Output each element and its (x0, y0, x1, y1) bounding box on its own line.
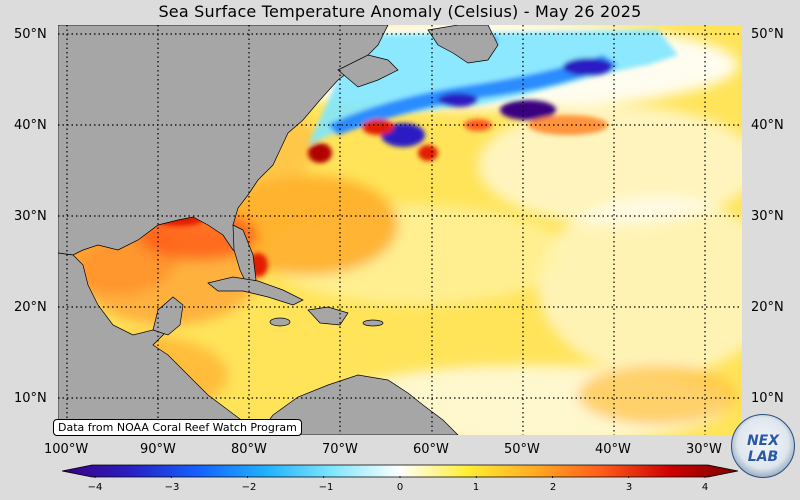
map-title: Sea Surface Temperature Anomaly (Celsius… (158, 2, 642, 21)
colorbar-tick-4: 4 (701, 482, 709, 493)
nexlab-logo: NEX LAB (731, 414, 795, 478)
lon-label-80w: 80°W (231, 442, 267, 457)
colorbar-tick-1: 1 (472, 482, 480, 493)
lat-label-10n: 10°N (14, 391, 47, 406)
colorbar-tick-neg1: −1 (318, 482, 334, 493)
colorbar-tick-2: 2 (549, 482, 557, 493)
lon-label-100w: 100°W (44, 442, 89, 457)
colorbar-tick-0: 0 (396, 482, 404, 493)
lon-label-70w: 70°W (322, 442, 358, 457)
colorbar-tick-neg4: −4 (87, 482, 103, 493)
logo-text: NEX LAB (746, 433, 780, 465)
lat-label-right-40n: 40°N (751, 118, 784, 133)
map-svg (58, 25, 742, 435)
lon-label-50w: 50°W (504, 442, 540, 457)
sst-anomaly-map (58, 25, 742, 435)
lat-label-right-30n: 30°N (751, 209, 784, 224)
colorbar (61, 463, 739, 478)
lat-label-50n: 50°N (14, 27, 47, 42)
lon-label-60w: 60°W (413, 442, 449, 457)
colorbar-svg (61, 464, 739, 478)
lat-label-40n: 40°N (14, 118, 47, 133)
anomaly-field (58, 25, 742, 435)
colorbar-tick-3: 3 (625, 482, 633, 493)
lat-label-right-50n: 50°N (751, 27, 784, 42)
colorbar-tick-neg3: −3 (164, 482, 180, 493)
lat-label-right-10n: 10°N (751, 391, 784, 406)
graticule (58, 25, 742, 435)
lon-label-30w: 30°W (686, 442, 722, 457)
lon-label-90w: 90°W (140, 442, 176, 457)
colorbar-bar (61, 464, 739, 478)
colorbar-tick-neg2: −2 (241, 482, 257, 493)
lat-label-20n: 20°N (14, 300, 47, 315)
lon-label-40w: 40°W (595, 442, 631, 457)
lat-label-30n: 30°N (14, 209, 47, 224)
data-source-note: Data from NOAA Coral Reef Watch Program (53, 419, 302, 436)
land-masses (58, 25, 499, 435)
lat-label-right-20n: 20°N (751, 300, 784, 315)
